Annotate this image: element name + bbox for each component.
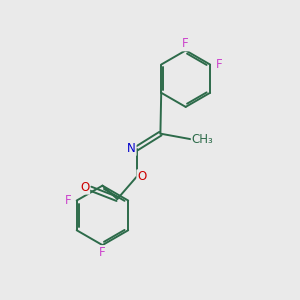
Text: F: F: [99, 246, 106, 259]
Text: O: O: [137, 170, 147, 183]
Text: N: N: [127, 142, 136, 155]
Text: F: F: [65, 194, 72, 207]
Text: CH₃: CH₃: [192, 133, 214, 146]
Text: O: O: [80, 181, 89, 194]
Text: F: F: [182, 38, 189, 50]
Text: F: F: [216, 58, 222, 71]
